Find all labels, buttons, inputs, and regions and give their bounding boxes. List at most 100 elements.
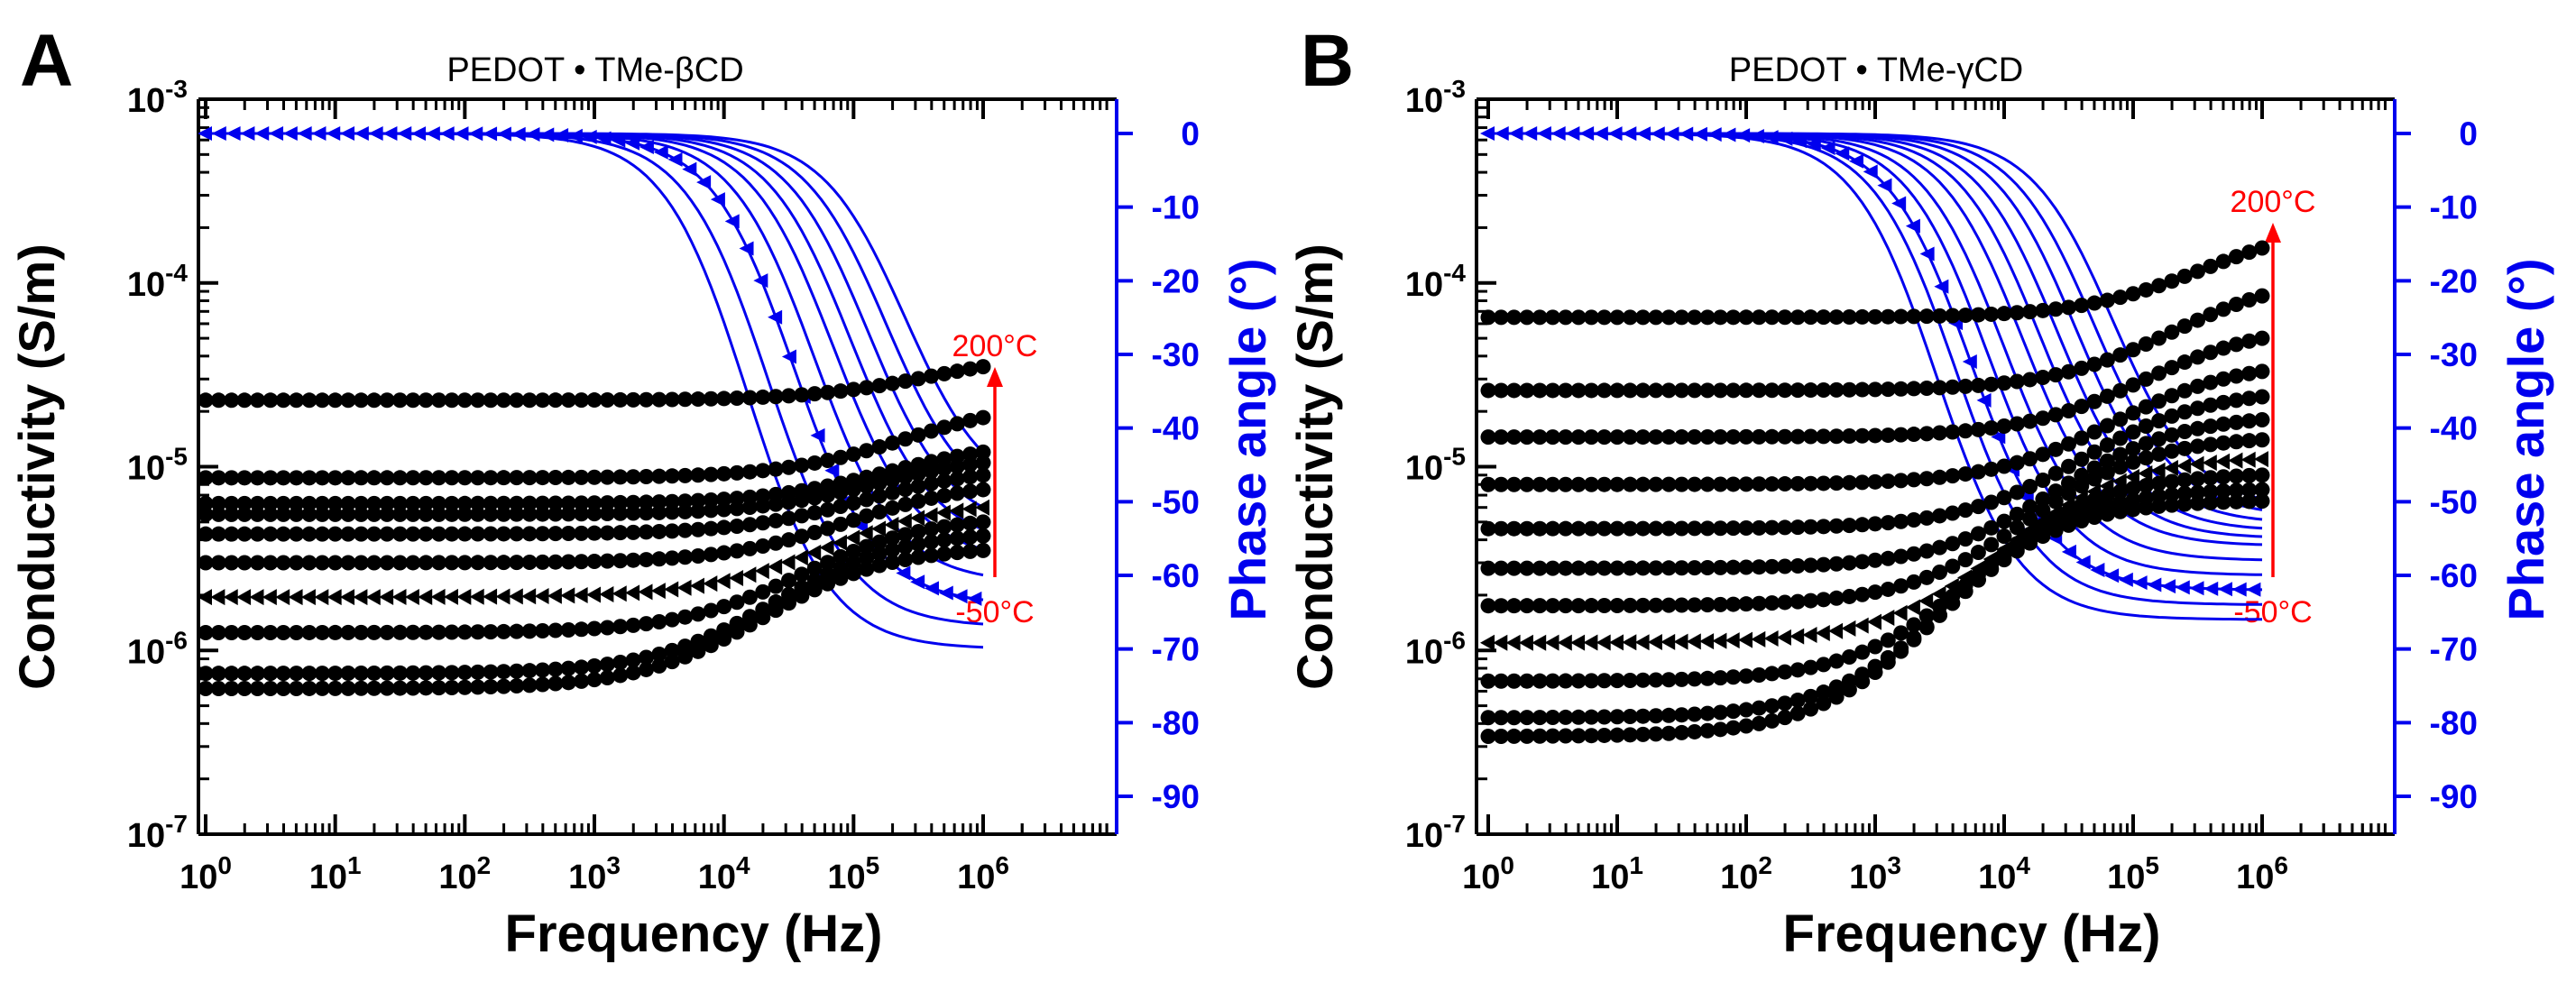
conductivity-marker <box>2074 430 2090 446</box>
conductivity-marker <box>1609 560 1625 576</box>
conductivity-marker <box>547 675 564 692</box>
conductivity-marker <box>2138 399 2154 415</box>
conductivity-marker <box>1622 520 1638 537</box>
conductivity-marker <box>962 483 979 500</box>
conductivity-marker <box>975 455 991 471</box>
conductivity-marker <box>431 470 447 486</box>
conductivity-marker <box>1751 595 1767 611</box>
conductivity-marker <box>2099 388 2115 404</box>
conductivity-marker <box>703 390 719 407</box>
conductivity-marker <box>574 506 590 522</box>
conductivity-marker <box>703 491 719 508</box>
conductivity-marker <box>2203 307 2219 323</box>
conductivity-marker <box>2009 531 2024 548</box>
y2-tick-label: -20 <box>1152 262 1200 299</box>
conductivity-marker <box>625 584 640 602</box>
conductivity-marker <box>2190 378 2205 394</box>
y2-tick-label: -30 <box>2430 336 2478 373</box>
conductivity-marker <box>1996 490 2012 506</box>
conductivity-marker <box>2164 427 2180 443</box>
y2-tick-label: 0 <box>1181 115 1200 152</box>
conductivity-marker <box>975 467 991 483</box>
conductivity-marker <box>1906 381 1922 397</box>
conductivity-marker <box>962 446 979 463</box>
conductivity-marker <box>1635 708 1651 724</box>
conductivity-marker <box>236 506 253 522</box>
conductivity-marker <box>1970 545 1986 561</box>
conductivity-marker <box>1648 382 1664 399</box>
conductivity-marker <box>444 679 460 695</box>
phase-marker <box>1962 354 1977 370</box>
conductivity-marker <box>1712 382 1728 399</box>
conductivity-marker <box>1880 427 1896 444</box>
conductivity-marker <box>2009 484 2025 501</box>
conductivity-marker <box>430 588 446 605</box>
conductivity-marker <box>755 602 771 618</box>
conductivity-marker <box>794 482 810 499</box>
conductivity-marker <box>418 495 434 511</box>
conductivity-marker <box>1687 309 1703 326</box>
conductivity-marker <box>289 506 305 522</box>
conductivity-marker <box>275 680 291 696</box>
conductivity-marker <box>509 392 525 409</box>
conductivity-marker <box>859 508 875 524</box>
conductivity-marker <box>1558 598 1574 614</box>
conductivity-marker <box>845 381 861 398</box>
conductivity-marker <box>2035 472 2051 488</box>
phase-marker <box>1863 164 1878 179</box>
phase-marker <box>667 152 683 167</box>
conductivity-marker <box>2074 298 2090 314</box>
conductivity-marker <box>1918 619 1935 635</box>
conductivity-marker <box>638 616 654 632</box>
phase-marker <box>2231 582 2247 597</box>
conductivity-marker <box>2086 356 2102 372</box>
conductivity-marker <box>210 470 226 486</box>
panel-letter: B <box>1301 20 1354 102</box>
conductivity-marker <box>1596 476 1613 492</box>
conductivity-marker <box>1532 728 1548 744</box>
conductivity-marker <box>2099 352 2115 368</box>
conductivity-marker <box>1622 672 1638 688</box>
conductivity-marker <box>2241 292 2258 308</box>
conductivity-marker <box>1815 625 1830 642</box>
conductivity-marker <box>2151 413 2167 429</box>
conductivity-marker <box>198 392 214 409</box>
conductivity-marker <box>1609 634 1624 651</box>
conductivity-marker <box>574 554 590 570</box>
conductivity-marker <box>2138 490 2154 506</box>
conductivity-marker <box>1622 382 1638 399</box>
conductivity-marker <box>1532 598 1548 614</box>
conductivity-marker <box>405 555 421 571</box>
conductivity-marker <box>249 666 265 682</box>
conductivity-marker <box>1932 539 1947 556</box>
conductivity-marker <box>1738 668 1754 684</box>
conductivity-marker <box>1518 634 1533 651</box>
conductivity-marker <box>2254 330 2270 346</box>
conductivity-marker <box>2138 465 2153 482</box>
y-tick-label: 10-5 <box>1405 443 1466 488</box>
conductivity-marker <box>483 664 499 680</box>
conductivity-marker <box>1609 597 1625 613</box>
conductivity-marker <box>2112 446 2129 463</box>
conductivity-marker <box>249 495 265 511</box>
conductivity-marker <box>1699 520 1716 537</box>
conductivity-marker <box>1648 520 1664 537</box>
conductivity-marker <box>1712 520 1728 537</box>
conductivity-marker <box>1867 552 1883 568</box>
conductivity-marker <box>249 506 265 522</box>
conductivity-marker <box>456 679 473 695</box>
conductivity-marker <box>845 544 861 560</box>
conductivity-marker <box>470 526 486 542</box>
phase-marker <box>2246 582 2261 597</box>
conductivity-marker <box>716 622 732 638</box>
conductivity-marker <box>1880 308 1896 325</box>
conductivity-marker <box>1532 560 1548 576</box>
conductivity-marker <box>962 469 979 485</box>
conductivity-marker <box>1867 473 1883 490</box>
conductivity-marker <box>547 587 562 604</box>
conductivity-marker <box>1803 519 1818 535</box>
conductivity-marker <box>469 588 484 605</box>
conductivity-marker <box>1828 622 1844 639</box>
conductivity-marker <box>1725 632 1740 649</box>
conductivity-marker <box>470 495 486 511</box>
